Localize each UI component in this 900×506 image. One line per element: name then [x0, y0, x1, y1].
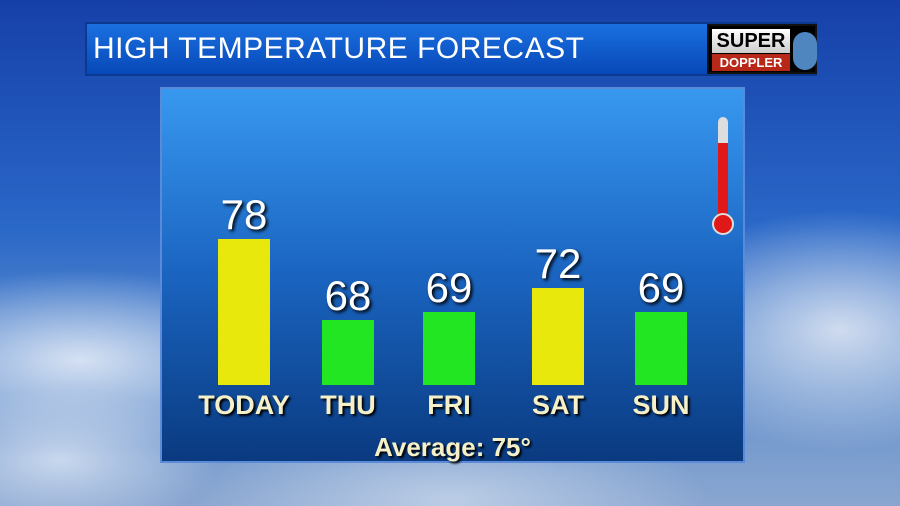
category-label: FRI: [427, 390, 471, 420]
category-label: SUN: [632, 390, 690, 420]
category-label: SAT: [532, 390, 584, 420]
logo-super: SUPER: [712, 29, 790, 53]
value-label: 68: [324, 272, 372, 320]
value-label: 69: [425, 264, 473, 312]
category-label: TODAY: [198, 390, 290, 420]
value-label: 72: [534, 239, 582, 287]
chart-title: HIGH TEMPERATURE FORECAST: [93, 32, 585, 65]
logo-doppler: DOPPLER: [712, 54, 790, 71]
average-annotation: Average: 75°: [374, 432, 531, 462]
wave-10-icon: [793, 32, 817, 70]
value-label: 78: [220, 191, 268, 239]
bar-sun: [635, 312, 687, 385]
super-doppler-10-logo: SUPER DOPPLER: [707, 24, 817, 74]
bar-fri: [423, 312, 475, 385]
thermometer-icon: [712, 117, 734, 235]
title-bar: HIGH TEMPERATURE FORECAST SUPER DOPPLER: [85, 22, 817, 76]
bar-sat: [532, 287, 584, 385]
value-label: 69: [637, 264, 685, 312]
bar-today: [218, 239, 270, 385]
category-label: THU: [320, 390, 376, 420]
bar-thu: [322, 320, 374, 385]
